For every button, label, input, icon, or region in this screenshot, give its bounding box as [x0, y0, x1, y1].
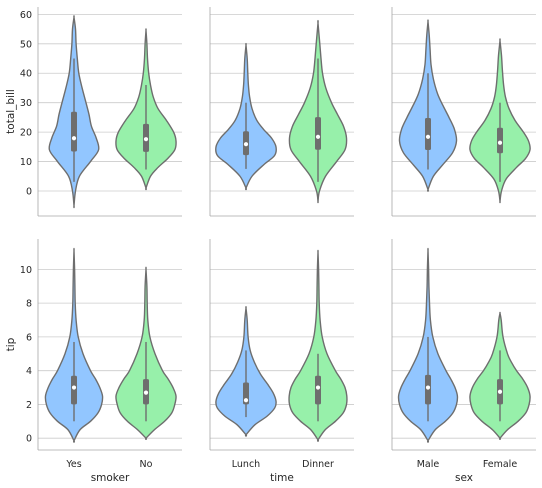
violin-median-dot: [243, 398, 249, 403]
violin-median-dot: [143, 390, 149, 395]
x-tick-label: Yes: [65, 459, 81, 470]
x-tick-label: Lunch: [232, 459, 260, 470]
violin-iqr-box: [425, 374, 431, 405]
y-tick-label: 10: [20, 157, 32, 168]
violin-iqr-box: [425, 117, 431, 151]
x-tick-label: Male: [417, 459, 440, 470]
y-axis-label: total_bill: [5, 89, 17, 134]
panel-0-0: [37, 7, 182, 217]
violin-iqr-box: [71, 111, 77, 152]
violin-dinner: [288, 249, 348, 442]
y-tick-label: 0: [26, 186, 32, 197]
x-axis-label: smoker: [91, 472, 130, 484]
panel-1-1: [209, 239, 354, 451]
panel-0-2: [391, 7, 536, 217]
violin-median-dot: [497, 140, 503, 145]
y-tick-label: 4: [26, 366, 32, 377]
y-tick-label: 20: [20, 128, 32, 139]
violin-iqr-box: [315, 117, 321, 150]
y-tick-label: 40: [20, 69, 32, 80]
panel-0-1: [209, 7, 354, 217]
x-tick-label: Dinner: [302, 459, 334, 470]
panel-1-0: [37, 239, 182, 451]
y-tick-label: 8: [26, 299, 32, 310]
y-tick-label: 10: [20, 265, 32, 276]
y-tick-label: 0: [26, 434, 32, 445]
x-tick-label: Female: [483, 459, 518, 470]
violin-iqr-box: [71, 375, 77, 405]
x-tick-label: No: [140, 459, 153, 470]
violin-median-dot: [243, 142, 249, 147]
y-tick-label: 50: [20, 39, 32, 50]
x-axis-label: sex: [455, 472, 473, 484]
violin-median-dot: [71, 136, 77, 141]
y-axis-label: tip: [5, 337, 17, 351]
violin-median-dot: [315, 385, 321, 390]
violin-median-dot: [425, 385, 431, 390]
y-tick-label: 60: [20, 10, 32, 21]
violin-median-dot: [425, 134, 431, 139]
y-tick-label: 6: [26, 332, 32, 343]
violin-median-dot: [315, 134, 321, 139]
y-tick-label: 2: [26, 400, 32, 411]
violin-iqr-box: [315, 375, 321, 405]
x-axis-label: time: [270, 472, 294, 484]
panel-1-2: [391, 239, 536, 451]
violin-median-dot: [71, 385, 77, 390]
violin-iqr-box: [497, 127, 503, 154]
violin-median-dot: [143, 137, 149, 142]
violin-median-dot: [497, 389, 503, 394]
y-tick-label: 30: [20, 98, 32, 109]
